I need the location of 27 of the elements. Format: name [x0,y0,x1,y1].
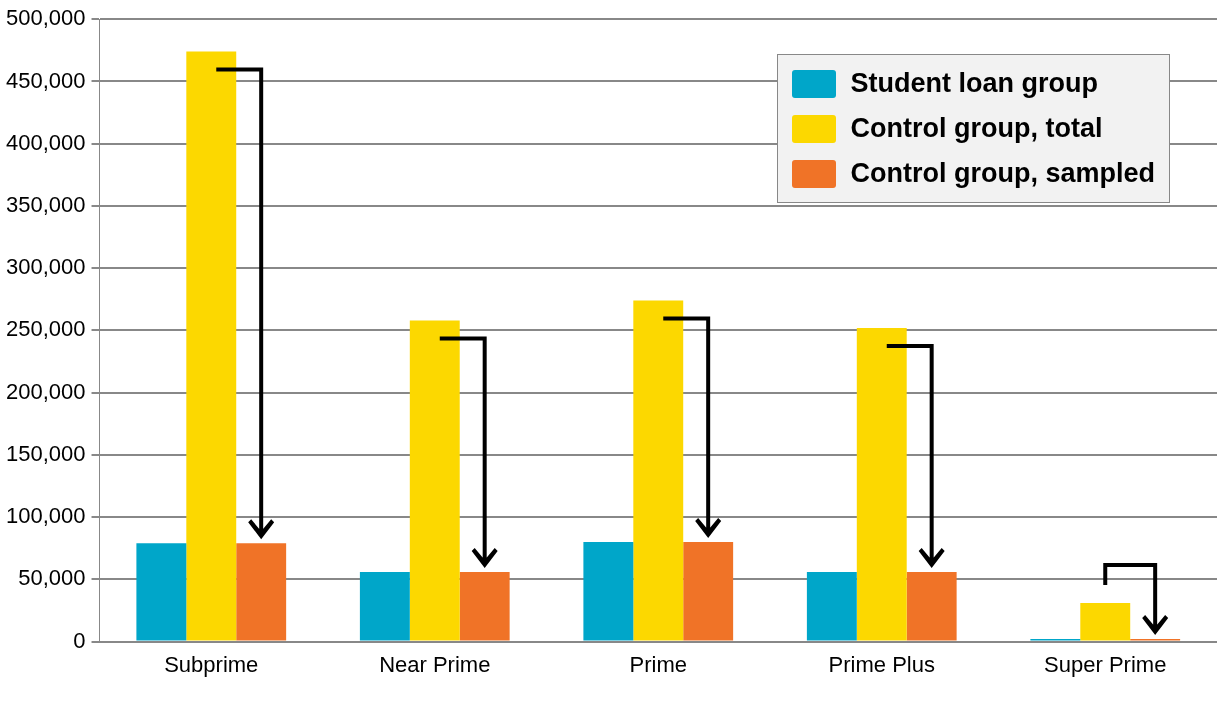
legend-label: Control group, sampled [850,158,1155,190]
legend-label: Control group, total [850,113,1103,145]
y-tick-label: 450,000 [5,67,86,93]
y-tick-label: 150,000 [5,440,86,466]
x-tick-label: Prime Plus [828,651,935,677]
y-tick-label: 400,000 [5,129,86,155]
x-tick-label: Subprime [164,651,259,677]
x-tick-label: Prime [629,651,687,677]
legend-label: Student loan group [850,68,1098,100]
x-tick-label: Super Prime [1044,651,1167,677]
bar [136,543,187,641]
bar [359,571,410,641]
bar [683,542,734,641]
y-tick-label: 100,000 [5,503,86,529]
y-tick-label: 300,000 [5,254,86,280]
y-tick-label: 50,000 [18,565,86,591]
y-tick-label: 500,000 [5,5,86,31]
y-tick-label: 200,000 [5,378,86,404]
y-tick-label: 350,000 [5,191,86,217]
x-tick-label: Near Prime [379,651,491,677]
bar [583,542,634,641]
y-tick-label: 250,000 [5,316,86,342]
bar [806,571,857,641]
bar [459,571,510,641]
bar [236,543,287,641]
y-tick-label: 0 [73,627,86,653]
bar [906,571,957,641]
